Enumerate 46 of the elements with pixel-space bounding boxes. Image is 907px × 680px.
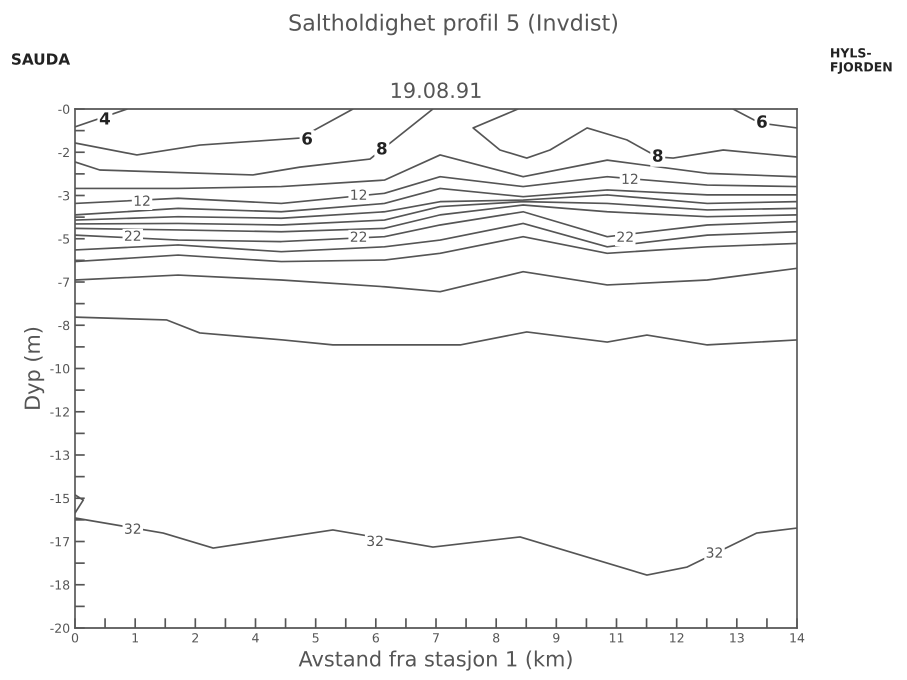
x-tick-label: 14	[790, 633, 804, 642]
text: SAUDA	[12, 53, 70, 65]
y-tick-label: -0	[58, 104, 70, 114]
x-tick-label: 6	[372, 633, 380, 643]
y-tick-label: -3	[58, 190, 70, 200]
y-tick-label: -8	[58, 320, 70, 330]
annotation: 6	[757, 115, 767, 128]
y-tick-label: -13	[50, 450, 70, 460]
annotation: 4	[100, 112, 110, 124]
x-tick-label: 7	[433, 633, 439, 642]
x-tick-label: 9	[553, 633, 560, 643]
y-axis-title: Dyp (m)	[24, 328, 44, 409]
x-tick-label: 1	[132, 633, 138, 642]
y-tick-label: -7	[58, 278, 70, 287]
chart-subtitle: 19.08.91	[392, 82, 480, 98]
y-tick-label: -18	[50, 580, 70, 590]
annotation: 32	[706, 547, 722, 558]
x-tick-label: 2	[192, 633, 198, 642]
chart-title: Saltholdighet profil 5 (Invdist)	[290, 14, 618, 36]
x-tick-label: 13	[730, 633, 744, 643]
annotation: 22	[350, 231, 366, 242]
y-tick-label: -5	[58, 234, 70, 244]
x-tick-label: 4	[252, 633, 259, 642]
y-tick-label: -20	[50, 623, 70, 633]
y-tick-label: -15	[50, 494, 70, 504]
y-tick-label: -2	[58, 148, 69, 158]
x-tick-label: 8	[493, 633, 500, 643]
x-tick-label: 5	[312, 633, 319, 643]
annotation: 6	[302, 132, 312, 145]
y-tick-label: -10	[50, 364, 70, 374]
annotation: 32	[124, 523, 140, 534]
annotation: 12	[351, 189, 366, 200]
x-tick-label: 11	[610, 633, 624, 642]
x-axis-title: Avstand fra stasjon 1 (km)	[298, 650, 572, 671]
y-tick-label: -17	[50, 537, 70, 546]
annotation: 22	[617, 231, 633, 242]
annotation: 12	[134, 195, 150, 206]
annotation: 8	[652, 149, 663, 162]
annotation: 22	[124, 230, 140, 241]
y-tick-label: -12	[50, 407, 69, 417]
text: HYLS- FJORDEN	[831, 48, 892, 74]
annotation: 32	[367, 536, 383, 546]
x-tick-label: 0	[72, 633, 78, 643]
annotation: 12	[622, 174, 638, 184]
annotation: 8	[377, 142, 387, 155]
x-tick-label: 12	[670, 633, 684, 642]
